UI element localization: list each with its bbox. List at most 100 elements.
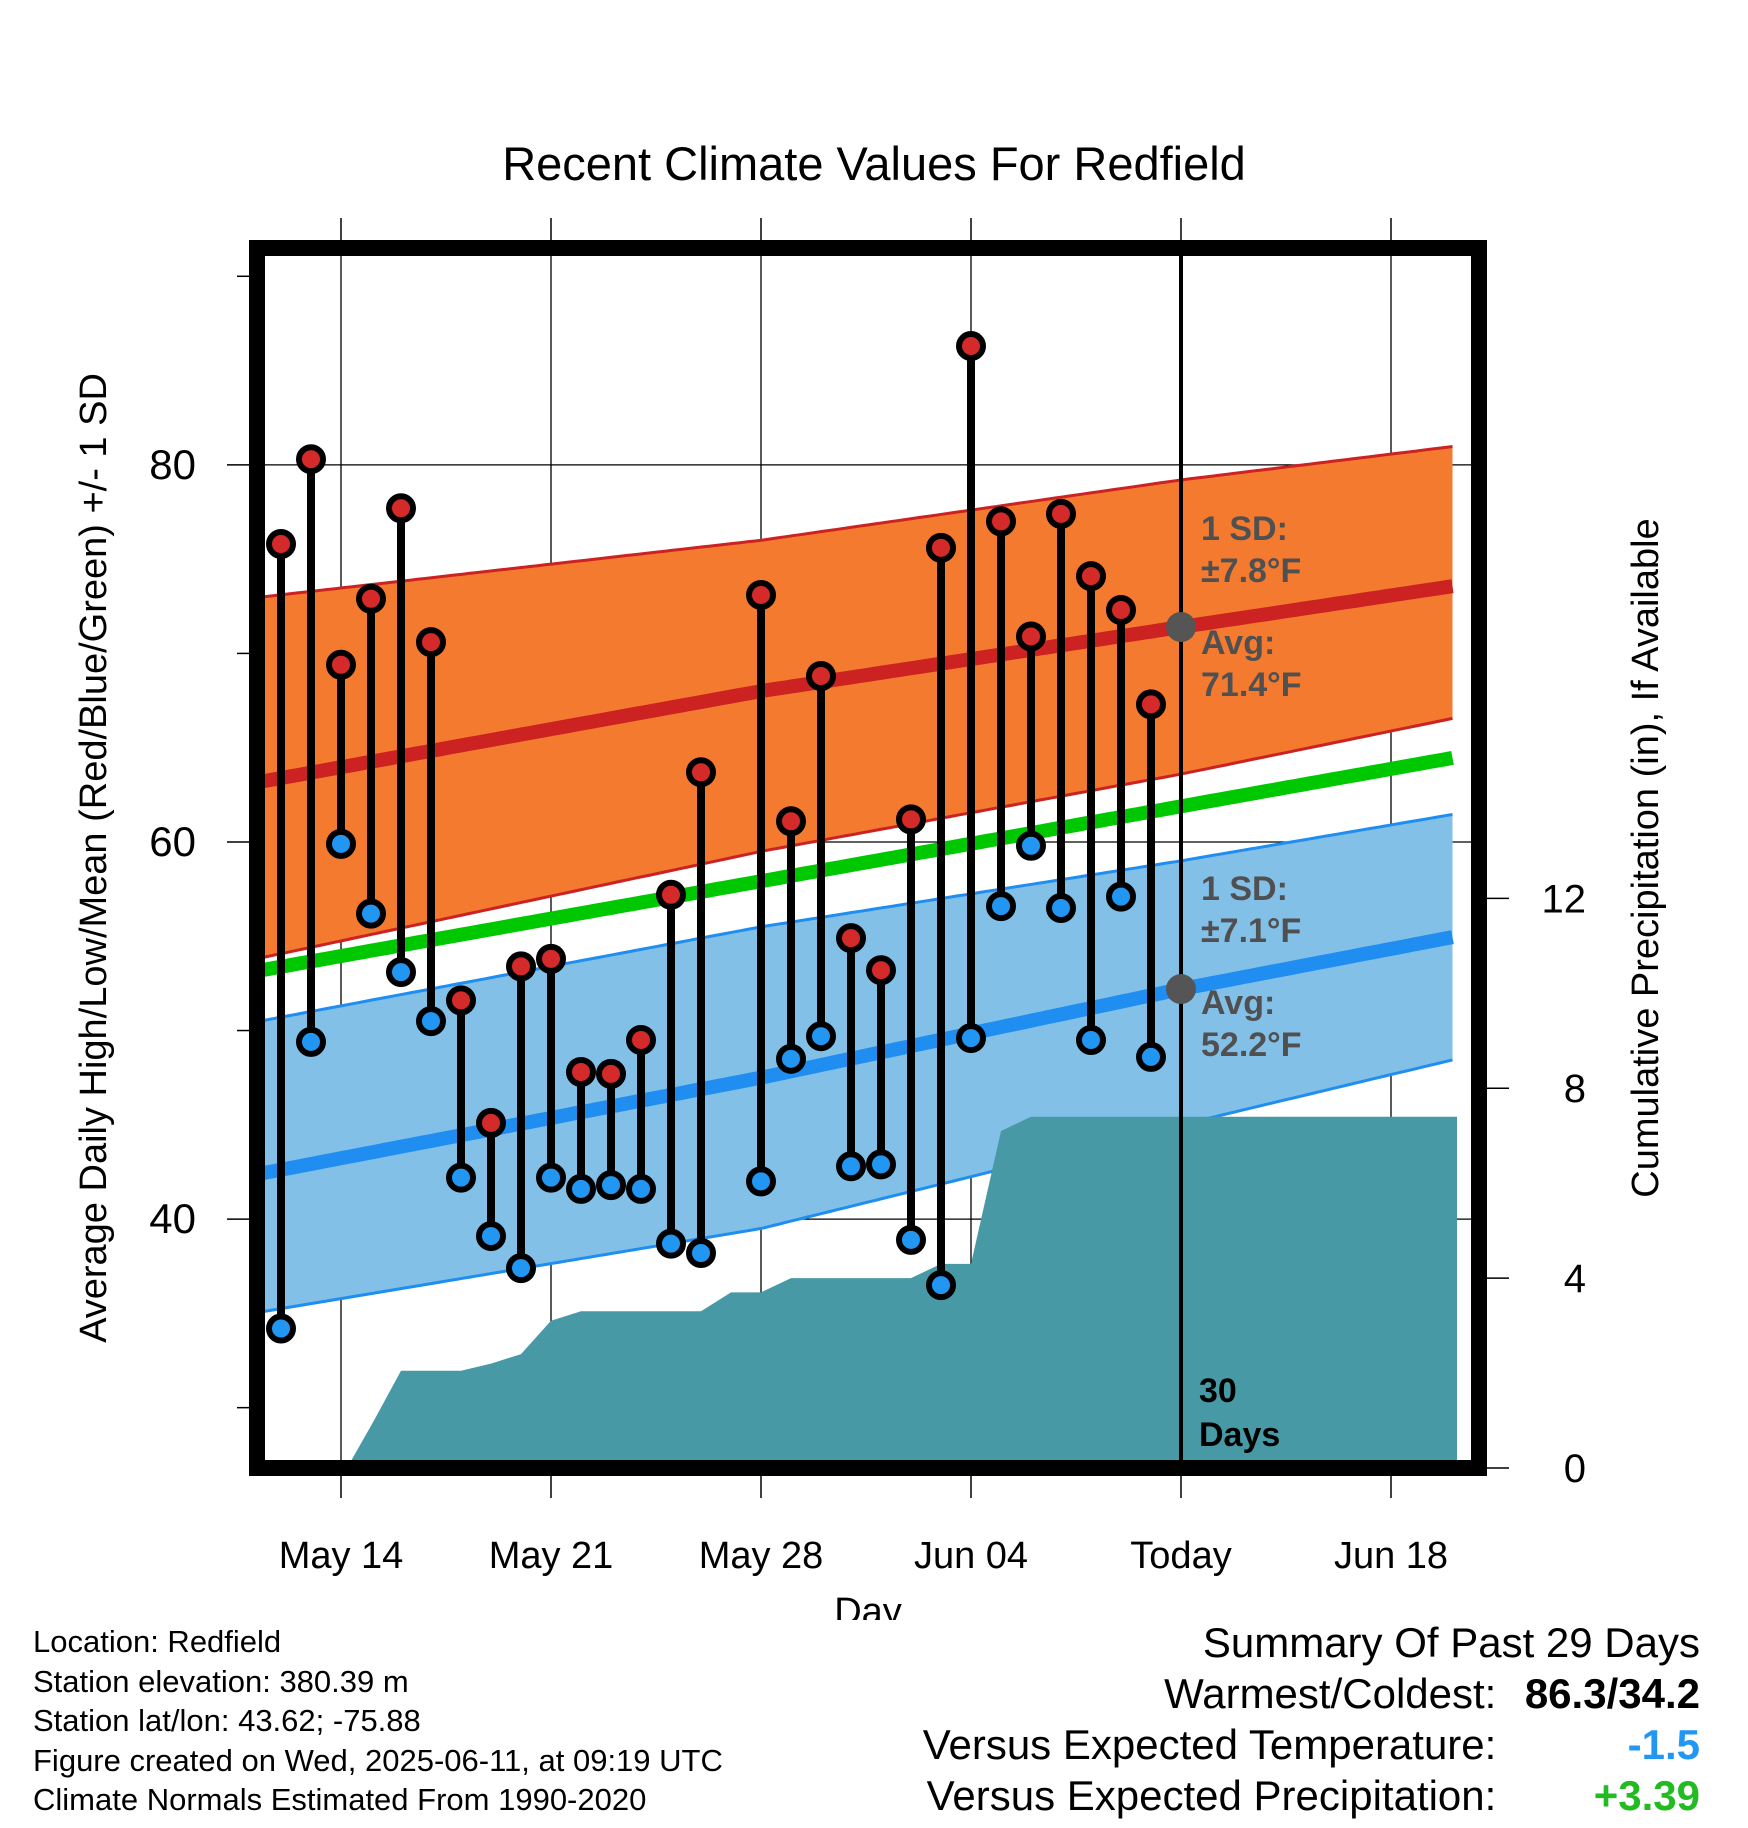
x-axis-label: Day — [834, 1591, 902, 1620]
low-point — [416, 1006, 446, 1037]
y2-axis-label: Cumulative Precipitation (in), If Availa… — [1625, 518, 1667, 1197]
low-point — [1046, 892, 1076, 923]
low-point — [776, 1043, 806, 1074]
low-point — [536, 1162, 566, 1193]
high-point — [1076, 561, 1106, 592]
created-text: Figure created on Wed, 2025-06-11, at 09… — [33, 1742, 723, 1778]
low-point — [956, 1023, 986, 1054]
y-tick-label: 40 — [149, 1195, 196, 1242]
latlon-text: Station lat/lon: 43.62; -75.88 — [33, 1703, 421, 1738]
plot-area — [257, 248, 1479, 1468]
y2-tick-label: 4 — [1564, 1257, 1586, 1301]
low-point — [566, 1173, 596, 1204]
normal-low-mean-line — [257, 930, 1454, 1182]
temp-value: -1.5 — [1627, 1721, 1700, 1768]
axes: May 14 May 21 May 28 Jun 04 Today Jun 1840608… — [149, 218, 1586, 1577]
y2-tick-label: 8 — [1564, 1067, 1586, 1111]
high-point — [1046, 498, 1076, 529]
low-point — [896, 1224, 926, 1255]
high-sd-label: 1 SD: — [1201, 510, 1288, 548]
high-point — [806, 661, 836, 692]
high-point — [596, 1058, 626, 1089]
high-point — [626, 1024, 656, 1055]
low-point — [356, 898, 386, 929]
low-point — [596, 1170, 626, 1201]
low-point — [926, 1270, 956, 1301]
low-point — [1136, 1041, 1166, 1072]
low-point — [686, 1238, 716, 1269]
low-point — [1106, 881, 1136, 912]
low-avg-value: 52.2°F — [1201, 1026, 1302, 1064]
low-point — [866, 1149, 896, 1180]
normal-low-lower-line — [257, 1058, 1453, 1315]
high-point — [536, 943, 566, 974]
summary-warmest-row: Warmest/Coldest: 86.3/34.2 — [800, 1668, 1700, 1719]
high-avg-label: Avg: — [1201, 624, 1275, 662]
high-point — [956, 331, 986, 362]
high-point — [266, 529, 296, 560]
today-marker-layer — [1166, 248, 1196, 1468]
low-point — [506, 1253, 536, 1284]
elevation-text: Station elevation: 380.39 m — [33, 1663, 409, 1699]
low-point — [326, 828, 356, 859]
days-count: 30 — [1199, 1372, 1237, 1410]
x-tick-label: Jun 04 — [914, 1535, 1028, 1577]
chart-title: Recent Climate Values For Redfield — [502, 137, 1246, 190]
high-avg-value: 71.4°F — [1201, 666, 1302, 704]
low-point — [626, 1173, 656, 1204]
high-point — [926, 532, 956, 563]
high-point — [866, 955, 896, 986]
low-point — [296, 1026, 326, 1057]
precip-value: +3.39 — [1593, 1772, 1700, 1819]
high-point — [296, 444, 326, 475]
x-tick-label: May 21 — [489, 1535, 614, 1577]
summary-precip-row: Versus Expected Precipitation: +3.39 — [800, 1770, 1700, 1821]
low-point — [806, 1021, 836, 1052]
x-tick-label: Today — [1130, 1535, 1231, 1577]
high-point — [416, 627, 446, 658]
summary-panel: Summary Of Past 29 Days Warmest/Coldest:… — [800, 1617, 1700, 1821]
high-point — [476, 1107, 506, 1138]
summary-title: Summary Of Past 29 Days — [1202, 1619, 1700, 1666]
x-tick-label: Jun 18 — [1334, 1535, 1448, 1577]
low-avg-label: Avg: — [1201, 984, 1275, 1022]
precip-label: Versus Expected Precipitation: — [926, 1772, 1497, 1819]
high-sd-value: ±7.8°F — [1201, 552, 1301, 590]
high-point — [1016, 621, 1046, 652]
today-high-avg-dot — [1166, 612, 1196, 643]
high-point — [386, 493, 416, 524]
high-point — [356, 583, 386, 614]
low-sd-label: 1 SD: — [1201, 870, 1288, 908]
high-point — [776, 806, 806, 837]
high-point — [746, 579, 776, 610]
days-label: Days — [1199, 1416, 1280, 1454]
low-point — [746, 1166, 776, 1197]
low-point — [656, 1228, 686, 1259]
normals-text: Climate Normals Estimated From 1990-2020 — [33, 1782, 647, 1817]
annotations: 1 SD: ±7.8°F Avg: 71.4°F 1 SD: ±7.1°F Av… — [1199, 510, 1302, 1454]
low-point — [476, 1221, 506, 1252]
low-point — [386, 957, 416, 988]
high-point — [836, 923, 866, 954]
warmest-label: Warmest/Coldest: — [1164, 1670, 1497, 1717]
y-tick-label: 80 — [149, 441, 196, 488]
plot-frame — [249, 240, 1487, 1476]
low-point — [836, 1151, 866, 1182]
low-point — [1076, 1024, 1106, 1055]
high-point — [986, 506, 1016, 537]
summary-temp-row: Versus Expected Temperature: -1.5 — [800, 1719, 1700, 1770]
high-point — [1106, 595, 1136, 626]
warmest-value: 86.3/34.2 — [1524, 1670, 1700, 1717]
high-point — [896, 804, 926, 835]
y2-tick-label: 12 — [1542, 877, 1587, 921]
temp-label: Versus Expected Temperature: — [922, 1721, 1497, 1768]
high-point — [1136, 689, 1166, 720]
high-point — [326, 649, 356, 680]
today-low-avg-dot — [1166, 974, 1196, 1005]
high-point — [566, 1057, 596, 1088]
high-point — [656, 879, 686, 910]
low-point — [1016, 830, 1046, 861]
observations-layer — [266, 331, 1166, 1344]
normal-high-upper-line — [257, 445, 1453, 600]
climate-chart: Recent Climate Values For Redfield 1 SD:… — [73, 137, 1667, 1620]
